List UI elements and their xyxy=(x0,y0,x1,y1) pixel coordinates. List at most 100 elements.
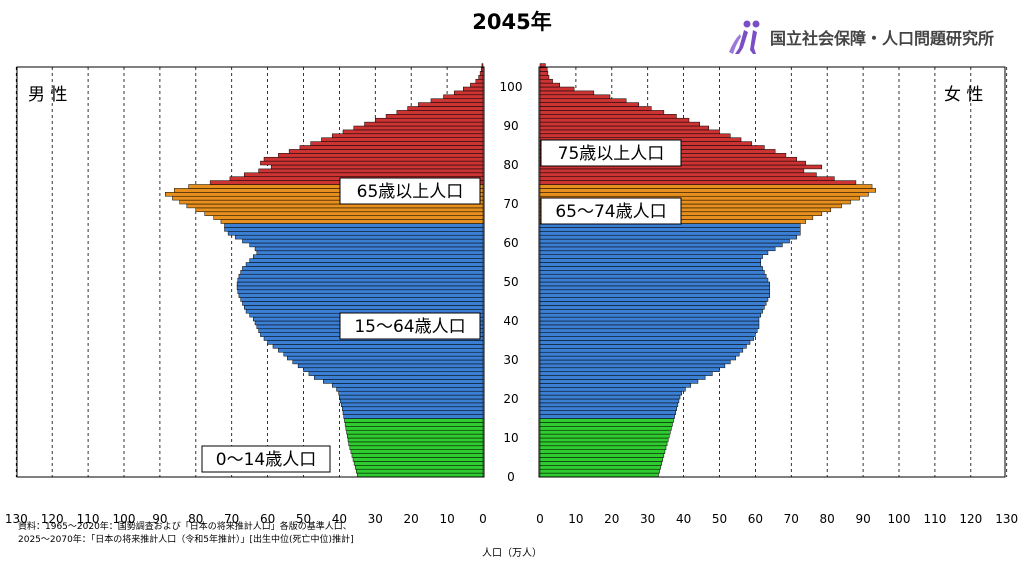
male-bar-age-30 xyxy=(287,355,484,361)
x-tick-label-male: 130 xyxy=(5,512,28,526)
male-bar-age-13 xyxy=(344,422,484,427)
female-bar-age-21 xyxy=(539,390,683,396)
female-bar-age-3 xyxy=(539,461,662,466)
age-group-label-box xyxy=(201,445,331,473)
male-bar-age-60 xyxy=(242,238,484,244)
male-bar-age-26 xyxy=(308,371,484,376)
female-bar-age-94 xyxy=(539,106,652,111)
male-bar-age-56 xyxy=(252,254,484,259)
male-bar-age-6 xyxy=(350,449,484,454)
x-tick-label-male: 50 xyxy=(296,512,311,526)
female-bar-age-72 xyxy=(539,192,869,197)
x-tick-label-female: 100 xyxy=(888,512,911,526)
female-bar-age-43 xyxy=(539,305,765,310)
male-bar-age-98 xyxy=(454,90,484,96)
male-bar-age-104 xyxy=(480,67,484,72)
age-group-label-box xyxy=(339,177,481,205)
male-bar-age-32 xyxy=(278,348,484,353)
y-tick-label: 60 xyxy=(503,236,518,250)
x-tick-label-female: 110 xyxy=(923,512,946,526)
female-bar-age-58 xyxy=(539,246,776,252)
y-tick-label: 30 xyxy=(503,353,518,367)
x-tick-label-male: 30 xyxy=(368,512,383,526)
male-bar-age-79 xyxy=(270,164,484,170)
female-bar-age-15 xyxy=(539,414,675,419)
male-bar-age-54 xyxy=(245,262,484,267)
male-bar-age-81 xyxy=(263,156,484,162)
male-bar-age-68 xyxy=(195,207,484,213)
male-bar-age-57 xyxy=(256,250,484,255)
female-bar-age-60 xyxy=(539,238,790,244)
female-bar-age-73 xyxy=(539,188,876,193)
male-bar-age-95 xyxy=(418,102,484,107)
male-bar-age-83 xyxy=(288,149,484,154)
female-bar-age-87 xyxy=(539,133,731,138)
male-bar-age-53 xyxy=(242,266,484,271)
x-tick-label-female: 50 xyxy=(712,512,727,526)
male-bar-age-59 xyxy=(249,242,484,248)
female-bar-age-57 xyxy=(539,250,769,255)
female-bar-age-48 xyxy=(539,285,771,291)
male-bar-age-5 xyxy=(351,453,484,458)
male-bar-age-46 xyxy=(238,293,484,298)
female-bar-age-98 xyxy=(539,90,595,96)
female-bar-age-14 xyxy=(539,418,674,423)
male-bar-age-44 xyxy=(242,301,484,306)
male-bar-age-96 xyxy=(430,98,484,103)
male-bar-age-33 xyxy=(272,344,484,349)
y-tick-labels: 0 10 20 30 40 50 60 70 80 90 100 xyxy=(500,80,523,484)
x-tick-label-female: 60 xyxy=(748,512,763,526)
female-bar-age-23 xyxy=(539,383,692,388)
male-bar-age-82 xyxy=(278,153,484,158)
female-bar-age-38 xyxy=(539,324,760,330)
female-bar-age-91 xyxy=(539,117,690,123)
male-bar-age-3 xyxy=(353,461,484,466)
female-bar-age-16 xyxy=(539,410,676,415)
chart-title: 2045年 xyxy=(472,10,552,34)
age-group-label: 15〜64歳人口 xyxy=(354,317,465,337)
male-bar-age-4 xyxy=(352,457,484,462)
male-bar-age-8 xyxy=(348,441,484,447)
female-bar-age-59 xyxy=(539,242,783,248)
male-bar-age-92 xyxy=(385,114,484,119)
x-tick-label-male: 80 xyxy=(188,512,203,526)
female-bar-age-5 xyxy=(539,453,665,458)
x-tick-label-male: 120 xyxy=(41,512,64,526)
female-bar-age-49 xyxy=(539,281,771,287)
female-bar-age-101 xyxy=(539,78,553,84)
female-bar-age-36 xyxy=(539,332,756,337)
female-bar-age-10 xyxy=(539,433,670,439)
male-bar-age-99 xyxy=(463,86,484,92)
female-bar-age-41 xyxy=(539,312,762,318)
female-bar-age-20 xyxy=(539,394,681,400)
age-group-label: 65〜74歳人口 xyxy=(555,202,666,222)
female-bar-age-99 xyxy=(539,86,575,92)
x-tick-label-male: 0 xyxy=(479,512,487,526)
male-bar-age-24 xyxy=(322,379,484,384)
male-bar-age-1 xyxy=(356,468,484,474)
y-tick-label: 50 xyxy=(503,275,518,289)
plot-frame-right xyxy=(538,66,1006,478)
male-bar-age-101 xyxy=(475,78,484,84)
x-tick-label-female: 90 xyxy=(855,512,870,526)
plot-frame-left xyxy=(16,66,485,478)
male-bar-age-21 xyxy=(338,390,484,396)
male-bar-age-58 xyxy=(254,246,484,252)
male-bar-age-45 xyxy=(240,297,484,302)
male-bar-age-97 xyxy=(443,94,484,99)
female-bar-age-9 xyxy=(539,437,669,443)
female-bar-age-25 xyxy=(539,375,706,380)
male-bar-age-78 xyxy=(258,168,484,174)
female-bar-age-29 xyxy=(539,359,731,365)
x-tick-labels-female: 0 10 20 30 40 50 60 70 80 90 100 110 120 130 xyxy=(536,512,1018,526)
male-bars xyxy=(165,63,484,478)
male-bar-age-69 xyxy=(186,203,484,209)
female-bars xyxy=(539,63,876,478)
x-tick-label-female: 80 xyxy=(820,512,835,526)
female-bar-age-47 xyxy=(539,289,771,294)
female-bar-age-4 xyxy=(539,457,664,462)
source-note: 資料：1965〜2020年：国勢調査および「日本の将来推計人口」各版の基準人口、… xyxy=(18,521,354,547)
female-bar-age-40 xyxy=(539,316,760,322)
female-bar-age-78 xyxy=(539,168,805,174)
x-tick-label-female: 120 xyxy=(959,512,982,526)
